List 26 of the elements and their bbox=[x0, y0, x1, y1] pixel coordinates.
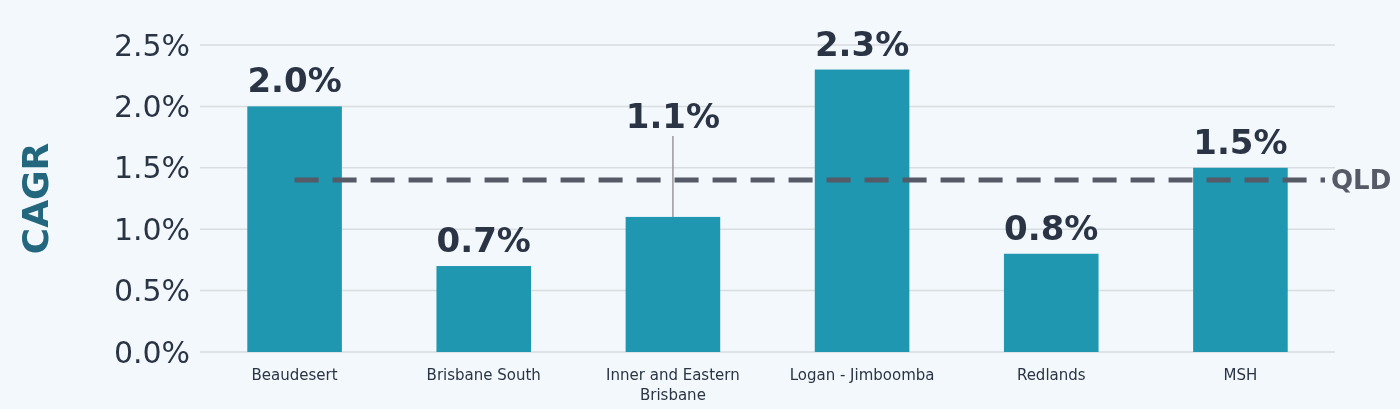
y-tick-label: 2.5% bbox=[113, 27, 191, 63]
ref-line-label: QLD bbox=[1331, 165, 1392, 196]
bar bbox=[247, 106, 342, 352]
x-tick-label: Brisbane South bbox=[426, 366, 541, 384]
y-tick-label: 1.0% bbox=[113, 211, 191, 247]
y-tick-label: 2.0% bbox=[113, 88, 191, 124]
y-axis-title: CAGR bbox=[15, 142, 56, 255]
x-tick-label: Logan - Jimboomba bbox=[789, 366, 935, 384]
data-label: 0.8% bbox=[1004, 207, 1099, 248]
y-tick-label: 0.0% bbox=[113, 334, 191, 370]
bar bbox=[436, 266, 532, 352]
x-tick-label: Inner and Eastern Brisbane bbox=[606, 366, 740, 404]
x-tick-label: Beaudesert bbox=[251, 366, 338, 384]
data-label: 0.7% bbox=[436, 220, 531, 261]
bar bbox=[625, 216, 721, 352]
y-tick-label: 0.5% bbox=[113, 273, 191, 309]
x-tick-label: Redlands bbox=[1016, 366, 1086, 384]
bar bbox=[814, 69, 910, 352]
x-tick-label: MSH bbox=[1223, 366, 1258, 384]
data-label: 2.0% bbox=[247, 60, 342, 101]
bar bbox=[1193, 167, 1288, 352]
data-label: 2.3% bbox=[814, 23, 910, 64]
data-label: 1.5% bbox=[1193, 121, 1288, 162]
data-label: 1.1% bbox=[625, 96, 721, 137]
bar bbox=[1003, 253, 1099, 352]
y-tick-label: 1.5% bbox=[113, 150, 191, 186]
